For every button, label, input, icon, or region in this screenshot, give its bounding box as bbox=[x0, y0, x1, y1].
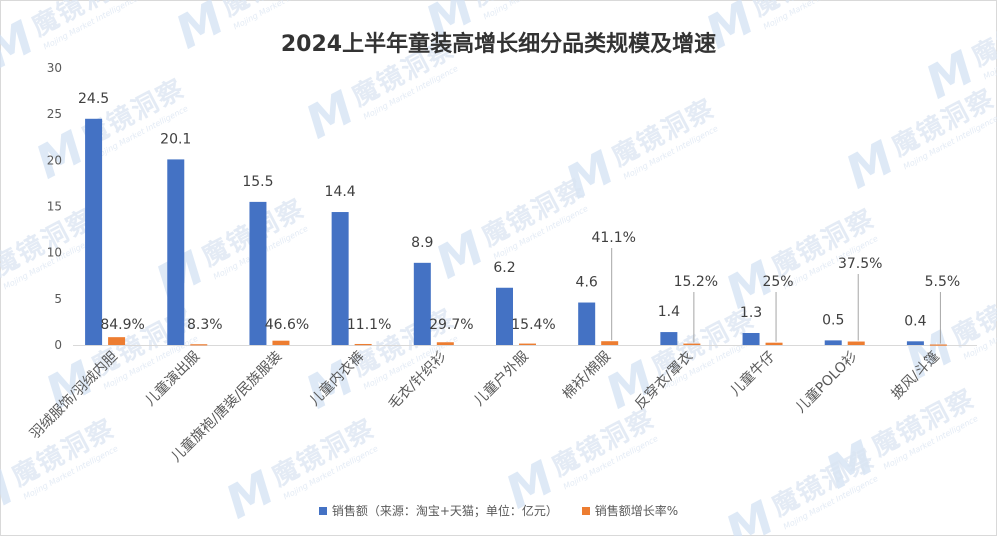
bar-growth bbox=[765, 342, 783, 345]
x-tick-label: 儿童演出服 bbox=[142, 348, 204, 410]
x-tick-label: 披风/斗篷 bbox=[888, 349, 942, 403]
legend-label-growth: 销售额增长率% bbox=[594, 504, 679, 518]
data-label-growth: 5.5% bbox=[925, 274, 961, 290]
data-label-sales: 1.3 bbox=[740, 305, 762, 321]
data-label-growth: 41.1% bbox=[591, 230, 635, 246]
data-label-sales: 0.4 bbox=[904, 313, 926, 329]
y-tick-label: 20 bbox=[47, 153, 62, 167]
bar-growth bbox=[436, 342, 454, 345]
x-tick-label: 儿童户外服 bbox=[470, 348, 532, 410]
bar-growth bbox=[354, 343, 372, 346]
legend-swatch-sales bbox=[318, 506, 327, 515]
x-tick-label: 羽绒服饰/羽绒内胆 bbox=[27, 349, 121, 443]
data-label-sales: 4.6 bbox=[576, 275, 598, 291]
bar-sales bbox=[906, 341, 924, 345]
bar-sales bbox=[824, 340, 842, 345]
x-tick-label: 儿童POLO衫 bbox=[792, 348, 860, 416]
data-label-sales: 14.4 bbox=[325, 184, 356, 200]
data-label-sales: 1.4 bbox=[658, 304, 680, 320]
x-tick-label: 反穿衣/罩衣 bbox=[632, 349, 696, 413]
data-label-sales: 20.1 bbox=[160, 131, 191, 147]
data-label-sales: 6.2 bbox=[493, 260, 515, 276]
data-label-growth: 84.9% bbox=[100, 317, 144, 333]
bar-sales bbox=[413, 262, 431, 345]
x-tick-label: 棉袄/棉服 bbox=[559, 348, 614, 403]
bar-growth bbox=[847, 341, 865, 345]
y-tick-label: 30 bbox=[47, 61, 62, 75]
bar-sales bbox=[167, 159, 185, 345]
data-label-growth: 25% bbox=[762, 274, 793, 290]
data-label-growth: 29.7% bbox=[429, 317, 473, 333]
bar-growth bbox=[519, 343, 536, 345]
bar-sales bbox=[742, 332, 760, 345]
legend-item-sales: 销售额（来源：淘宝+天猫；单位：亿元） bbox=[318, 502, 558, 519]
bar-sales bbox=[249, 201, 267, 345]
bar-growth bbox=[601, 341, 619, 345]
bar-growth bbox=[190, 344, 208, 346]
y-tick-label: 10 bbox=[47, 246, 62, 260]
legend-item-growth: 销售额增长率% bbox=[581, 502, 679, 519]
y-tick-label: 25 bbox=[47, 107, 62, 121]
data-label-growth: 37.5% bbox=[838, 256, 882, 272]
data-label-growth: 46.6% bbox=[265, 317, 309, 333]
bar-sales bbox=[496, 287, 513, 345]
legend-label-sales: 销售额（来源：淘宝+天猫；单位：亿元） bbox=[331, 504, 558, 518]
legend: 销售额（来源：淘宝+天猫；单位：亿元） 销售额增长率% bbox=[0, 502, 997, 519]
y-tick-label: 0 bbox=[54, 338, 62, 352]
data-label-sales: 24.5 bbox=[78, 91, 109, 107]
bar-sales bbox=[85, 118, 103, 346]
bar-growth bbox=[929, 344, 947, 346]
bar-sales bbox=[660, 332, 678, 345]
data-label-growth: 11.1% bbox=[347, 317, 391, 333]
bar-sales bbox=[578, 302, 596, 345]
data-label-sales: 8.9 bbox=[411, 235, 433, 251]
x-tick-label: 儿童内衣裤 bbox=[306, 348, 368, 410]
bar-growth bbox=[272, 340, 290, 345]
x-tick-label: 毛衣/针织衫 bbox=[385, 349, 449, 413]
bar-sales bbox=[331, 212, 349, 345]
data-label-growth: 15.2% bbox=[674, 274, 718, 290]
data-label-growth: 8.3% bbox=[187, 317, 223, 333]
y-tick-label: 15 bbox=[47, 200, 62, 214]
y-tick-label: 5 bbox=[54, 292, 62, 306]
data-label-sales: 0.5 bbox=[822, 312, 844, 328]
bar-growth bbox=[683, 343, 701, 345]
data-label-sales: 15.5 bbox=[242, 174, 273, 190]
legend-swatch-growth bbox=[581, 506, 590, 515]
x-tick-label: 儿童牛仔 bbox=[727, 348, 779, 400]
chart-title: 2024上半年童装高增长细分品类规模及增速 bbox=[280, 32, 717, 57]
bar-growth bbox=[108, 337, 126, 345]
data-label-growth: 15.4% bbox=[511, 317, 555, 333]
